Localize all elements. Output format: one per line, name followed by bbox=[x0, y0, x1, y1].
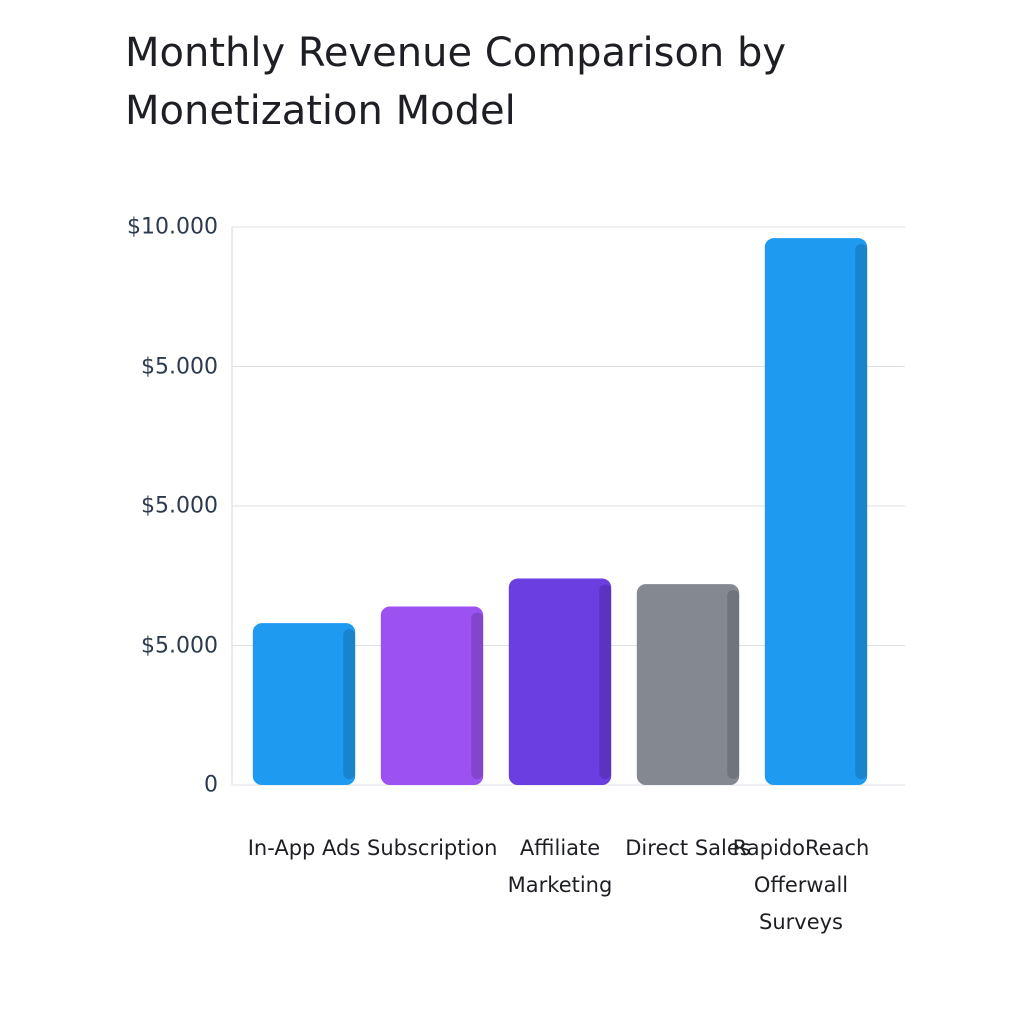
bar bbox=[636, 584, 740, 785]
y-tick-label: $5.000 bbox=[141, 354, 218, 379]
bar-shade bbox=[727, 590, 740, 779]
bar bbox=[508, 578, 612, 785]
bar-shade bbox=[343, 629, 356, 779]
y-tick-label: $5.000 bbox=[141, 633, 218, 658]
bar-shade bbox=[599, 584, 612, 779]
bar bbox=[252, 623, 356, 785]
x-tick-label: Direct Sales bbox=[625, 836, 751, 860]
bar-shade bbox=[855, 244, 868, 779]
bar-shade bbox=[471, 612, 484, 779]
x-tick-label: Affiliate Marketing bbox=[507, 836, 613, 897]
x-tick-label: Subscription bbox=[367, 836, 498, 860]
y-tick-label: 0 bbox=[204, 772, 218, 798]
bar bbox=[380, 606, 484, 785]
bar bbox=[764, 238, 868, 785]
y-tick-label: $5.000 bbox=[141, 493, 218, 519]
chart-title: Monthly Revenue Comparison by Monetizati… bbox=[125, 30, 787, 134]
y-tick-label: $10.000 bbox=[127, 214, 218, 240]
x-tick-label: In-App Ads bbox=[247, 836, 361, 860]
x-tick-label: RapidoReach Offerwall Surveys bbox=[732, 836, 870, 934]
